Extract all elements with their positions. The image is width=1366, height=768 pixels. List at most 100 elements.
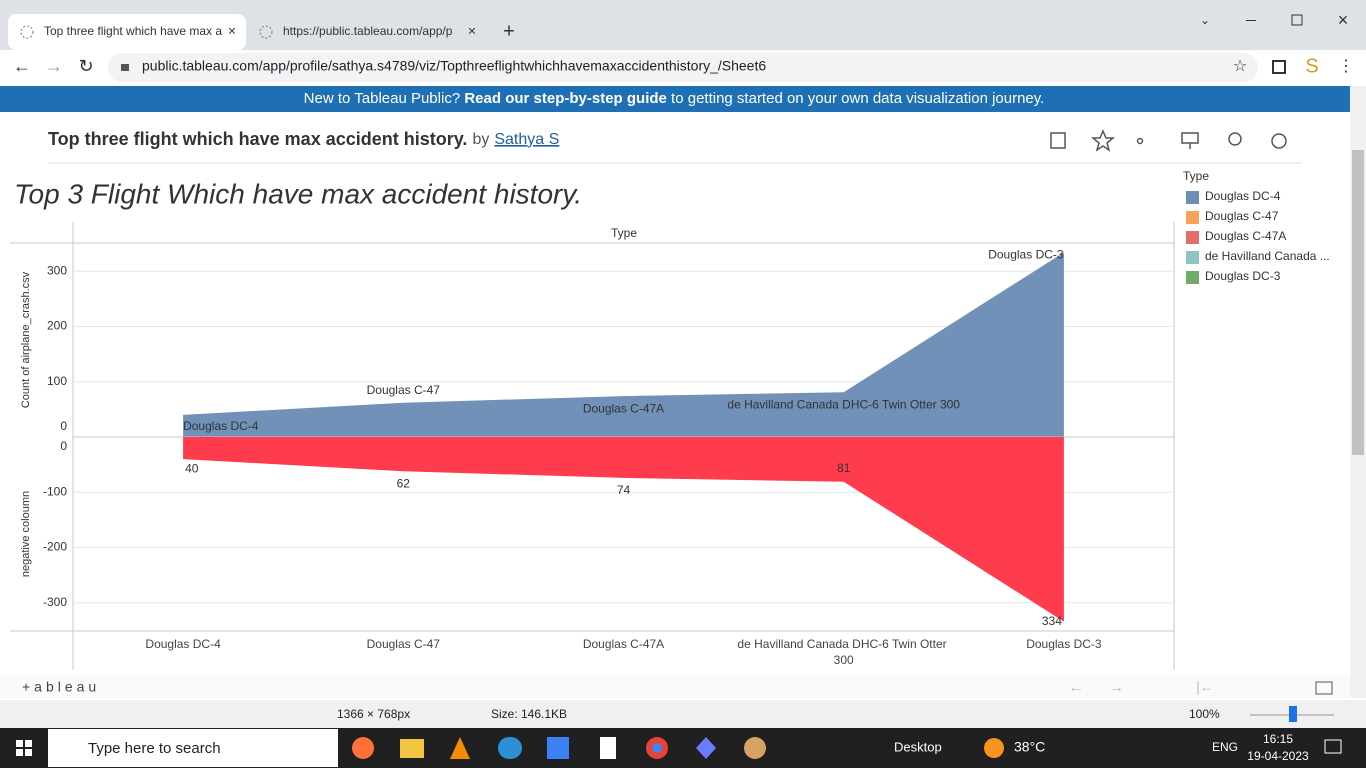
app-icon[interactable] <box>450 737 470 759</box>
tab-close[interactable]: × <box>228 23 236 39</box>
legend-swatch <box>1186 271 1199 284</box>
chart: 0 100 200 300 Count of airplane_crash.csv Dou… <box>20 189 1330 667</box>
lock-icon <box>121 64 129 71</box>
maximize[interactable] <box>1291 14 1303 26</box>
area <box>183 252 1064 437</box>
tab-icon <box>20 25 34 39</box>
y-axis-title: Count of airplane_crash.csv <box>20 271 32 408</box>
data-label: Douglas C-47A <box>583 401 664 415</box>
legend-label: Douglas DC-4 <box>1205 189 1281 203</box>
legend-label: de Havilland Canada ... <box>1205 249 1330 263</box>
y-tick-label: -200 <box>43 540 67 554</box>
favorite-icon[interactable] <box>1090 129 1116 152</box>
y-tick-label: 100 <box>47 374 67 388</box>
clock-date[interactable]: 19-04-2023 <box>1247 749 1309 763</box>
forward-button[interactable]: → <box>45 56 63 76</box>
viz-title-text: Top three flight which have max accident… <box>48 129 467 149</box>
start-button[interactable] <box>16 740 32 756</box>
bookmark-star[interactable]: ☆ <box>1233 58 1247 75</box>
search-placeholder[interactable]: Type here to search <box>88 740 221 757</box>
data-label: 40 <box>185 461 199 475</box>
edit-icon[interactable] <box>1050 132 1066 149</box>
data-label: 62 <box>397 476 411 490</box>
tab-title[interactable]: Top three flight which have max a <box>44 24 222 38</box>
banner-text: New to Tableau Public? Read our step-by-… <box>304 90 1045 107</box>
search-box[interactable] <box>48 729 338 767</box>
back-button[interactable]: ← <box>13 56 31 76</box>
side-panel[interactable] <box>1272 60 1286 74</box>
column-header: Type <box>611 226 637 240</box>
clock-time[interactable]: 16:15 <box>1263 732 1293 746</box>
language[interactable]: ENG <box>1212 740 1238 754</box>
area <box>183 437 1064 622</box>
minimize[interactable] <box>1246 20 1256 21</box>
app-icon[interactable] <box>547 737 569 759</box>
app-icon[interactable] <box>600 737 616 759</box>
y-tick-label: 300 <box>47 263 67 277</box>
data-label: 334 <box>1042 614 1062 628</box>
tab-close[interactable]: × <box>468 23 476 39</box>
zoom-level: 100% <box>1189 707 1220 721</box>
app-icon[interactable] <box>498 737 522 759</box>
legend-swatch <box>1186 231 1199 244</box>
scrollbar-thumb[interactable] <box>1352 150 1364 455</box>
close-window[interactable]: × <box>1338 10 1349 30</box>
legend-swatch <box>1186 211 1199 224</box>
new-tab-button[interactable]: + <box>503 20 515 42</box>
x-tick-label: Douglas DC-3 <box>1026 637 1102 651</box>
data-label: Douglas C-47 <box>367 383 441 397</box>
weather[interactable]: 38°C <box>1014 739 1045 755</box>
undo[interactable]: ← <box>1068 679 1084 696</box>
url[interactable]: public.tableau.com/app/profile/sathya.s4… <box>142 58 766 74</box>
app-icon[interactable] <box>744 737 766 759</box>
tableau-footer <box>0 675 1350 698</box>
header-actions <box>1050 129 1287 152</box>
y-axis-title: negative coloumn <box>20 491 32 577</box>
zoom-thumb[interactable] <box>1289 706 1297 722</box>
data-label: 81 <box>837 461 851 475</box>
redo[interactable]: → <box>1108 679 1124 696</box>
profile[interactable]: S <box>1305 55 1318 77</box>
by: by <box>472 131 489 148</box>
app-icon[interactable] <box>352 737 374 759</box>
badge-icon[interactable] <box>1228 132 1242 146</box>
tab-search[interactable]: ⌄ <box>1200 13 1210 27</box>
y-tick-label: 0 <box>60 439 67 453</box>
banner-tail: to getting started on your own data visu… <box>671 90 1044 107</box>
legend-swatch <box>1186 251 1199 264</box>
x-tick-label: Douglas DC-4 <box>145 637 221 651</box>
data-label: de Havilland Canada DHC-6 Twin Otter 300 <box>727 397 960 411</box>
legend-label: Douglas C-47A <box>1205 229 1286 243</box>
banner-link[interactable]: Read our step-by-step guide <box>464 90 667 107</box>
notifications[interactable] <box>1324 739 1342 754</box>
data-label: Douglas DC-3 <box>988 248 1064 262</box>
banner-lead: New to Tableau Public? <box>304 90 461 107</box>
weather-icon <box>984 738 1004 758</box>
share-icon[interactable] <box>1136 137 1144 145</box>
viz-title: Top three flight which have max accident… <box>48 129 559 149</box>
x-tick-label: Douglas C-47 <box>367 637 441 651</box>
active-tab[interactable] <box>8 14 246 50</box>
y-tick-label: -300 <box>43 595 67 609</box>
tab-title[interactable]: https://public.tableau.com/app/p <box>283 24 453 38</box>
omnibox[interactable] <box>108 53 1258 82</box>
fullscreen[interactable] <box>1315 681 1333 695</box>
tableau-logo[interactable]: +ableau <box>22 679 100 695</box>
image-dimensions: 1366 × 768px <box>337 707 410 721</box>
author-link[interactable]: Sathya S <box>494 131 559 148</box>
desktop-toolbar[interactable]: Desktop <box>894 739 942 754</box>
reload-button[interactable]: ↻ <box>78 56 93 76</box>
app-icon-center <box>652 743 662 753</box>
reset[interactable]: |← <box>1196 679 1214 695</box>
legend-label: Douglas DC-3 <box>1205 269 1281 283</box>
legend-label: Douglas C-47 <box>1205 209 1279 223</box>
menu[interactable]: ⋮ <box>1338 58 1354 75</box>
y-tick-label: 200 <box>47 319 67 333</box>
app-icon[interactable] <box>696 737 716 759</box>
y-tick-label: -100 <box>43 484 67 498</box>
settings-icon[interactable] <box>1271 133 1287 149</box>
download-icon[interactable] <box>1181 132 1199 149</box>
app-icon[interactable] <box>400 739 424 758</box>
